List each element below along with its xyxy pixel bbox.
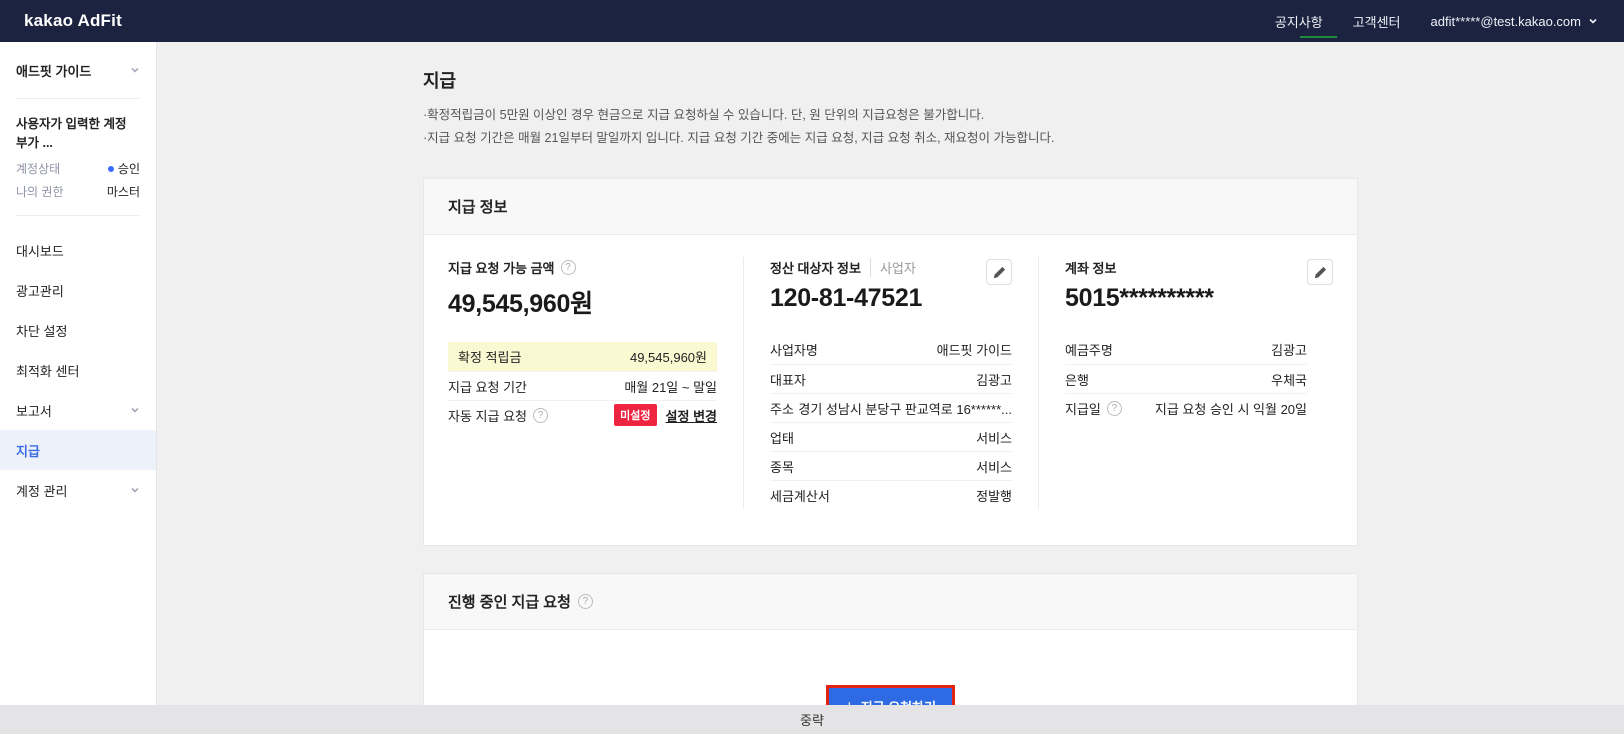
address-row: 주소 경기 성남시 분당구 판교역로 16******... — [770, 393, 1012, 422]
pending-requests-title: 진행 중인 지급 요청 — [448, 594, 571, 611]
sidebar-menu: 대시보드 광고관리 차단 설정 최적화 센터 보고서 지급 계정 관리 — [0, 230, 156, 510]
settlement-target-label: 정산 대상자 정보 — [770, 260, 861, 276]
sidebar-item-account-management[interactable]: 계정 관리 — [0, 470, 156, 510]
payment-info-card-title: 지급 정보 — [424, 179, 1357, 235]
account-email: adfit*****@test.kakao.com — [1430, 13, 1582, 29]
account-status-row: 계정상태 승인 — [0, 157, 156, 180]
note-line: ·지급 요청 기간은 매월 21일부터 말일까지 입니다. 지급 요청 기간 중… — [423, 130, 1055, 145]
account-extra-note: 사용자가 입력한 계정 부가 ... — [16, 117, 127, 150]
help-icon[interactable]: ? — [577, 594, 593, 609]
confirmed-earnings-value: 49,545,960원 — [629, 350, 707, 365]
nav-link-help-center[interactable]: 고객센터 — [1352, 14, 1401, 30]
requestable-amount-label: 지급 요청 가능 금액 — [448, 260, 555, 276]
help-icon[interactable]: ? — [560, 259, 576, 275]
business-name-row: 사업자명 애드핏 가이드 — [770, 343, 1012, 358]
request-period-row: 지급 요청 기간 매월 21일 ~ 말일 — [448, 371, 717, 400]
bank-account-label: 계좌 정보 — [1065, 260, 1117, 276]
edit-bank-account-button[interactable] — [1307, 259, 1333, 285]
truncation-band: 중략 — [0, 705, 1624, 734]
settlement-target-column: 정산 대상자 정보 사업자 120-81-47521 사업자명 애드핏 가이드 … — [743, 257, 1038, 509]
auto-request-row: 자동 지급 요청 ? 미설정 설정 변경 — [448, 400, 717, 429]
chevron-down-icon — [131, 407, 139, 413]
requestable-amount-column: 지급 요청 가능 금액 ? 49,545,960원 확정 적립금 49,545,… — [448, 257, 743, 509]
representative-row: 대표자 김광고 — [770, 364, 1012, 393]
account-status-value: 승인 — [117, 162, 140, 176]
my-role-value: 마스터 — [106, 185, 140, 199]
page-notes: ·확정적립금이 5만원 이상인 경우 현금으로 지급 요청하실 수 있습니다. … — [423, 104, 1358, 149]
not-set-badge: 미설정 — [614, 404, 657, 426]
truncation-label: 중략 — [800, 713, 824, 728]
payment-date-row: 지급일 ? 지급 요청 승인 시 익월 20일 — [1065, 393, 1307, 422]
payment-date-label: 지급일 — [1065, 401, 1101, 417]
edit-settlement-button[interactable] — [986, 259, 1012, 285]
sidebar: 애드핏 가이드 사용자가 입력한 계정 부가 ... 계정상태 승인 나의 권한… — [0, 42, 157, 705]
help-icon[interactable]: ? — [1106, 400, 1122, 416]
request-payment-button[interactable]: + 지급 요청하기 — [828, 688, 953, 706]
my-role-row: 나의 권한 마스터 — [0, 180, 156, 203]
change-settings-link[interactable]: 설정 변경 — [665, 408, 717, 424]
plus-icon: + — [845, 699, 854, 706]
divider — [16, 98, 140, 99]
red-highlight-annotation: + 지급 요청하기 — [825, 685, 956, 706]
business-type-sub-label: 사업자 — [869, 257, 916, 277]
bank-account-column: 계좌 정보 5015********** 예금주명 김광고 은행 우체국 — [1038, 257, 1333, 509]
masked-account-number: 5015********** — [1065, 284, 1214, 312]
divider — [16, 215, 140, 216]
guide-label: 애드핏 가이드 — [16, 63, 92, 79]
account-dropdown[interactable]: adfit*****@test.kakao.com — [1431, 14, 1599, 29]
chevron-down-icon — [131, 487, 139, 493]
account-status-label: 계정상태 — [16, 162, 61, 176]
sidebar-item-payment[interactable]: 지급 — [0, 430, 156, 470]
pending-requests-card: 진행 중인 지급 요청 ? + 지급 요청하기 — [423, 573, 1358, 705]
business-category-row: 업태 서비스 — [770, 422, 1012, 451]
my-role-label: 나의 권한 — [16, 185, 64, 199]
sidebar-item-optimization-center[interactable]: 최적화 센터 — [16, 363, 80, 379]
pencil-icon — [1314, 266, 1326, 278]
chevron-down-icon — [1589, 18, 1597, 24]
page-title: 지급 — [423, 71, 457, 91]
confirmed-earnings-row: 확정 적립금 49,545,960원 — [448, 342, 717, 371]
sidebar-item-block-settings[interactable]: 차단 설정 — [16, 323, 68, 339]
request-period-label: 지급 요청 기간 — [448, 379, 527, 395]
pencil-icon — [993, 266, 1005, 278]
nav-link-notices[interactable]: 공지사항 — [1274, 14, 1323, 30]
pending-requests-empty-body: + 지급 요청하기 — [424, 630, 1357, 705]
sidebar-item-ad-management[interactable]: 광고관리 — [16, 283, 64, 299]
help-icon[interactable]: ? — [532, 407, 548, 423]
requestable-amount-value: 49,545,960원 — [448, 290, 593, 318]
tax-invoice-row: 세금계산서 정발행 — [770, 480, 1012, 509]
top-navbar: kakao AdFit 공지사항 고객센터 adfit*****@test.ka… — [0, 0, 1624, 42]
status-dot-icon — [107, 165, 114, 172]
sidebar-item-reports[interactable]: 보고서 — [0, 390, 156, 430]
main-content: 지급 ·확정적립금이 5만원 이상인 경우 현금으로 지급 요청하실 수 있습니… — [157, 42, 1624, 705]
business-registration-number: 120-81-47521 — [770, 284, 923, 312]
auto-request-label: 자동 지급 요청 — [448, 408, 527, 424]
account-holder-row: 예금주명 김광고 — [1065, 343, 1307, 358]
green-underline-artifact — [1300, 36, 1337, 38]
request-period-value: 매월 21일 ~ 말일 — [624, 379, 717, 395]
bank-row: 은행 우체국 — [1065, 364, 1307, 393]
payment-info-card: 지급 정보 지급 요청 가능 금액 ? 49,545,960원 확정 적립금 4… — [423, 178, 1358, 546]
note-line: ·확정적립금이 5만원 이상인 경우 현금으로 지급 요청하실 수 있습니다. … — [423, 108, 985, 122]
business-item-row: 종목 서비스 — [770, 451, 1012, 480]
sidebar-guide-dropdown[interactable]: 애드핏 가이드 — [0, 42, 156, 98]
confirmed-earnings-label: 확정 적립금 — [458, 350, 522, 365]
sidebar-item-dashboard[interactable]: 대시보드 — [16, 243, 64, 259]
kakao-adfit-logo[interactable]: kakao AdFit — [24, 11, 122, 30]
chevron-down-icon — [131, 67, 139, 73]
